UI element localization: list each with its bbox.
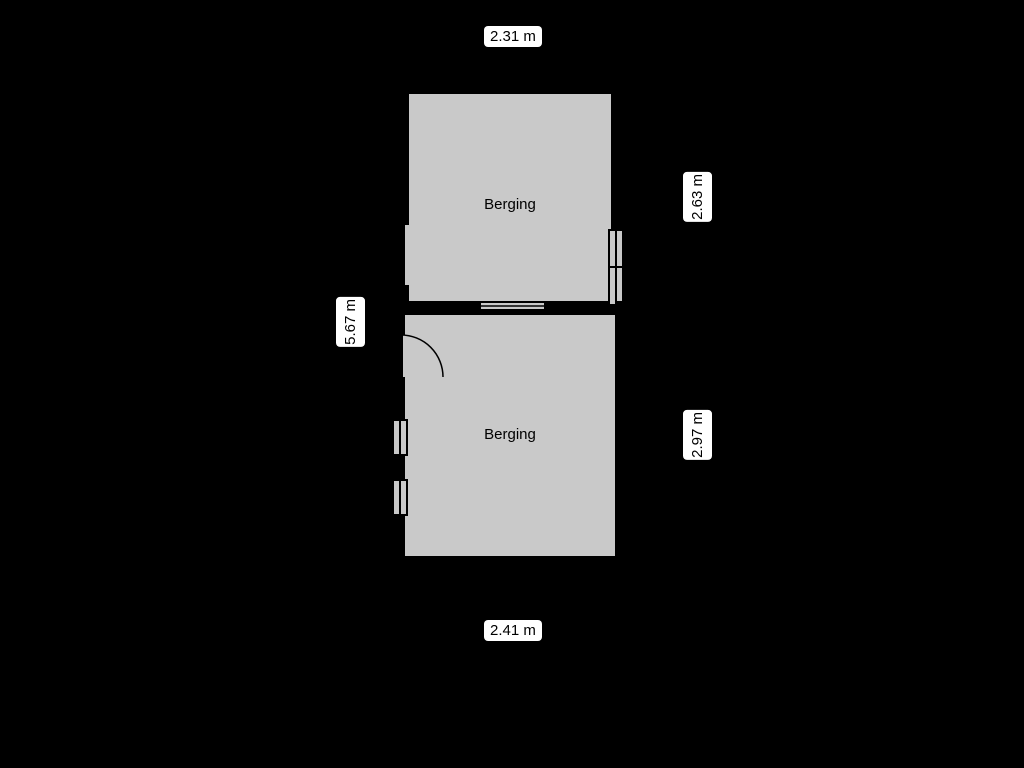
- dimension-left: 5.67 m: [336, 297, 365, 347]
- floorplan-canvas: Berging Berging: [385, 90, 645, 580]
- dimension-right-lower: 2.97 m: [683, 410, 712, 460]
- dimension-right-upper: 2.63 m: [683, 172, 712, 222]
- window-bottom-left-2: [393, 480, 407, 515]
- room-bottom: Berging: [393, 301, 623, 564]
- window-between-rooms: [480, 302, 545, 310]
- room-top-label: Berging: [484, 196, 536, 213]
- room-top: Berging: [345, 86, 623, 311]
- dimension-bottom: 2.41 m: [484, 620, 542, 641]
- window-top-right: [609, 230, 623, 305]
- window-bottom-left-1: [393, 420, 407, 455]
- room-bottom-label: Berging: [484, 426, 536, 443]
- dimension-top: 2.31 m: [484, 26, 542, 47]
- door-top: [345, 225, 405, 285]
